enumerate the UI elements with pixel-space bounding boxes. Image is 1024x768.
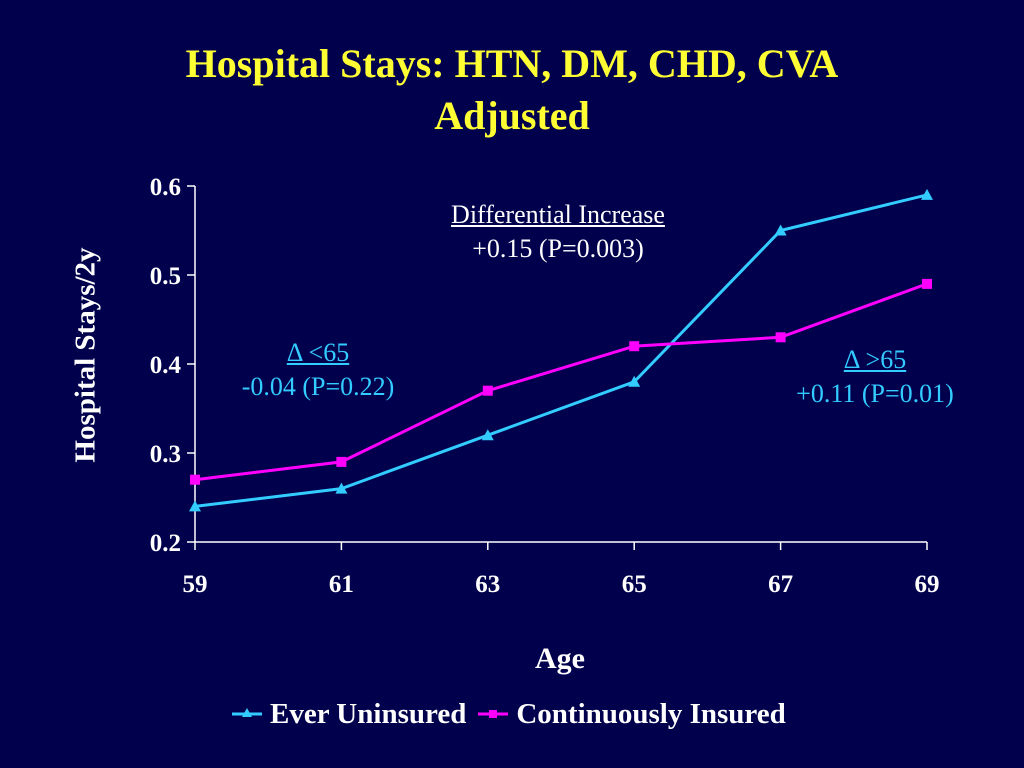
y-tick-label: 0.5 xyxy=(150,263,181,290)
x-tick-label: 63 xyxy=(475,571,500,598)
data-point-triangle xyxy=(774,224,787,236)
y-tick-label: 0.6 xyxy=(150,174,181,201)
legend: Ever Uninsured Continuously Insured xyxy=(230,696,796,732)
series-line-0 xyxy=(194,193,928,508)
data-point-triangle xyxy=(481,429,494,441)
data-point-triangle xyxy=(189,500,201,512)
annotation-differential-head: Differential Increase xyxy=(451,200,665,229)
x-axis-label: Age xyxy=(535,642,585,675)
subtitle-line: Adjusted xyxy=(434,93,590,138)
annotation-over-65-head: Δ >65 xyxy=(843,345,907,374)
annotation-over-65: Δ >65 +0.11 (P=0.01) xyxy=(750,343,1000,411)
x-tick-label: 65 xyxy=(622,571,647,598)
annotation-under-65-head: Δ <65 xyxy=(286,338,350,367)
x-tick-label: 69 xyxy=(915,571,940,598)
title-line: Hospital Stays: HTN, DM, CHD, CVA xyxy=(185,41,839,86)
annotation-over-65-body: +0.11 (P=0.01) xyxy=(796,379,954,408)
data-point-triangle xyxy=(628,375,641,387)
legend-label: Continuously Insured xyxy=(516,697,786,730)
y-tick-label: 0.4 xyxy=(150,352,182,379)
x-tick-label: 59 xyxy=(183,571,208,598)
data-point-triangle xyxy=(921,188,933,200)
y-tick-label: 0.3 xyxy=(150,441,181,468)
legend-item-ever-uninsured: Ever Uninsured xyxy=(230,698,466,731)
data-point-square xyxy=(629,341,640,352)
annotation-under-65: Δ <65 -0.04 (P=0.22) xyxy=(198,336,438,404)
data-point-square xyxy=(190,474,200,485)
annotation-differential-body: +0.15 (P=0.003) xyxy=(472,234,644,263)
legend-swatch-triangle-icon xyxy=(232,708,262,717)
y-tick-label: 0.2 xyxy=(150,530,181,557)
legend-item-continuously-insured: Continuously Insured xyxy=(476,697,786,731)
data-point-square xyxy=(482,385,493,396)
data-point-square xyxy=(922,278,932,289)
annotation-under-65-body: -0.04 (P=0.22) xyxy=(241,372,395,401)
annotation-differential: Differential Increase +0.15 (P=0.003) xyxy=(388,198,728,266)
y-axis-label: Hospital Stays/2y xyxy=(69,247,102,463)
data-point-triangle xyxy=(335,482,348,494)
data-point-square xyxy=(336,456,347,467)
x-tick-label: 67 xyxy=(768,571,793,598)
data-point-square xyxy=(775,332,786,343)
chart-title: Hospital Stays: HTN, DM, CHD, CVA Adjust… xyxy=(0,38,1024,142)
legend-label: Ever Uninsured xyxy=(270,697,467,730)
x-tick-label: 61 xyxy=(329,571,354,598)
legend-swatch-square-icon xyxy=(478,710,509,718)
series-line-1 xyxy=(194,282,928,482)
